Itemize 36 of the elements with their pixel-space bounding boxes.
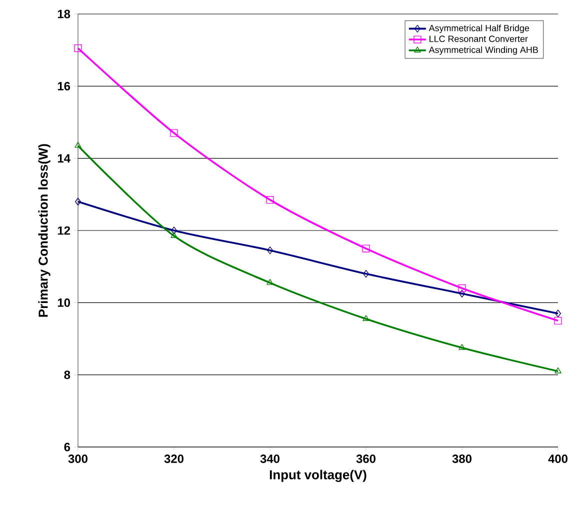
point — [74, 44, 82, 52]
x-tick-label: 340 — [260, 454, 280, 464]
x-tick-label: 400 — [548, 454, 568, 463]
point — [363, 270, 369, 278]
point — [74, 142, 82, 148]
y-tick-label: 18 — [58, 10, 70, 18]
y-tick-label: 6 — [64, 442, 70, 452]
y-axis-title: Primary Conduction loss(W) — [38, 144, 50, 317]
point — [554, 367, 562, 374]
y-tick-label: 16 — [58, 82, 70, 90]
legend-label: Asymmetrical Winding AHB — [428, 46, 538, 55]
point — [458, 344, 466, 350]
y-tick-label: 14 — [58, 154, 70, 162]
point — [554, 316, 562, 325]
point — [171, 226, 177, 234]
point — [555, 310, 561, 318]
x-axis-title: Input voltage(V) — [270, 470, 366, 482]
legend-label: LLC Resonant Converter — [430, 36, 528, 42]
legend-label: Asymmetrical Half Bridge — [428, 24, 530, 34]
x-tick-label: 360 — [356, 454, 376, 464]
x-tick-label: 380 — [452, 454, 472, 464]
point — [266, 278, 274, 285]
point — [170, 129, 178, 137]
point — [266, 196, 274, 204]
x-tick-label: 320 — [164, 454, 184, 464]
point — [170, 232, 178, 238]
point — [458, 284, 466, 292]
y-tick-label: 12 — [58, 226, 70, 235]
point — [362, 315, 370, 321]
x-tick-label: 300 — [68, 454, 88, 464]
y-tick-label: 8 — [64, 370, 70, 380]
point — [459, 290, 465, 298]
point — [362, 244, 370, 252]
point — [75, 198, 81, 206]
y-tick-label: 10 — [58, 298, 70, 307]
point — [267, 246, 273, 254]
